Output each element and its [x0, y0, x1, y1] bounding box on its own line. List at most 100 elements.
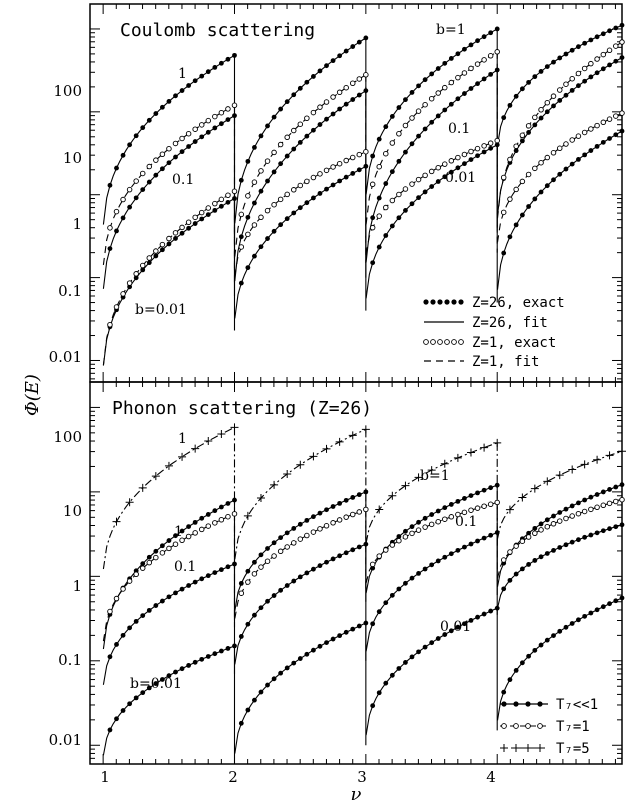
data-point: [409, 654, 415, 660]
data-point: [146, 260, 152, 266]
data-point: [166, 545, 172, 552]
data-point: [619, 110, 625, 116]
data-point: [159, 677, 165, 682]
data-point: [277, 141, 284, 148]
data-point: [146, 163, 153, 170]
data-point: [613, 113, 619, 119]
data-point: [582, 152, 588, 158]
series-line: [365, 144, 498, 299]
data-point: [557, 510, 563, 515]
data-point: [403, 149, 408, 155]
data-point: [613, 132, 619, 138]
data-point: [212, 113, 218, 120]
data-point: [507, 156, 513, 163]
data-point: [166, 673, 172, 679]
data-point: [120, 708, 126, 713]
data-point: [594, 492, 600, 497]
data-point: [330, 504, 336, 509]
data-point: [383, 124, 389, 130]
data-point: [403, 97, 408, 103]
bottom-legend: T₇<<1 T₇=1 T₇=5: [500, 697, 598, 757]
data-point: [192, 579, 198, 585]
data-point: [133, 271, 139, 277]
data-point: [337, 53, 343, 59]
data-point: [607, 62, 612, 68]
data-point: [481, 503, 487, 509]
data-point: [442, 516, 448, 522]
data-point: [468, 86, 474, 91]
data-point: [297, 182, 304, 189]
data-point: [422, 644, 428, 650]
data-point: [284, 583, 290, 588]
data-point: [594, 70, 600, 76]
data-point: [453, 453, 462, 462]
data-point: [297, 205, 303, 211]
series-line: [234, 165, 367, 319]
data-point: [415, 176, 422, 183]
data-point: [153, 248, 159, 254]
legend-label: T₇=5: [556, 741, 590, 757]
data-point: [468, 493, 474, 499]
data-point: [370, 260, 376, 266]
data-point: [416, 133, 421, 139]
data-point: [284, 544, 290, 550]
data-point: [140, 613, 146, 619]
data-point: [519, 538, 526, 544]
data-point: [284, 191, 290, 198]
data-point: [284, 99, 290, 105]
data-point: [218, 567, 224, 573]
data-point: [107, 182, 113, 188]
data-point: [330, 182, 336, 188]
data-point: [422, 101, 428, 108]
data-point: [337, 106, 343, 112]
data-point: [337, 553, 343, 559]
data-point: [383, 181, 389, 186]
data-point: [337, 633, 343, 639]
data-point: [475, 490, 480, 496]
data-point: [619, 39, 625, 45]
data-point: [178, 452, 187, 461]
series-line: [365, 51, 498, 225]
data-point: [265, 598, 270, 604]
data-point: [173, 236, 178, 241]
data-point: [363, 541, 369, 547]
data-point: [435, 508, 441, 514]
data-point: [186, 663, 192, 668]
data-point: [402, 122, 409, 129]
data-point: [563, 542, 569, 548]
data-point: [166, 145, 172, 152]
y-tick-label: 100: [53, 428, 82, 446]
data-point: [179, 230, 185, 236]
series-line: [496, 130, 623, 290]
data-point: [557, 98, 563, 103]
data-point: [179, 135, 185, 142]
data-point: [284, 665, 290, 671]
data-point: [218, 516, 225, 523]
data-point: [238, 234, 244, 240]
data-point: [271, 540, 277, 546]
data-point: [569, 503, 575, 509]
data-point: [356, 92, 362, 98]
data-point: [448, 101, 454, 107]
data-point: [251, 571, 258, 577]
data-point: [507, 677, 513, 683]
data-point: [526, 530, 532, 536]
data-point: [442, 161, 448, 167]
data-point: [212, 125, 218, 131]
data-point: [588, 494, 594, 500]
data-point: [245, 707, 251, 713]
data-point: [330, 164, 336, 170]
data-point: [245, 158, 251, 164]
data-point: [551, 59, 556, 65]
data-point: [343, 497, 349, 503]
data-point: [159, 247, 165, 253]
data-point: [146, 255, 153, 261]
data-point: [186, 83, 192, 88]
data-point: [323, 99, 330, 105]
data-point: [218, 60, 224, 66]
data-point: [513, 186, 519, 193]
data-point: [442, 174, 448, 180]
data-point: [389, 113, 395, 119]
data-point: [127, 142, 133, 148]
data-point: [324, 186, 329, 192]
